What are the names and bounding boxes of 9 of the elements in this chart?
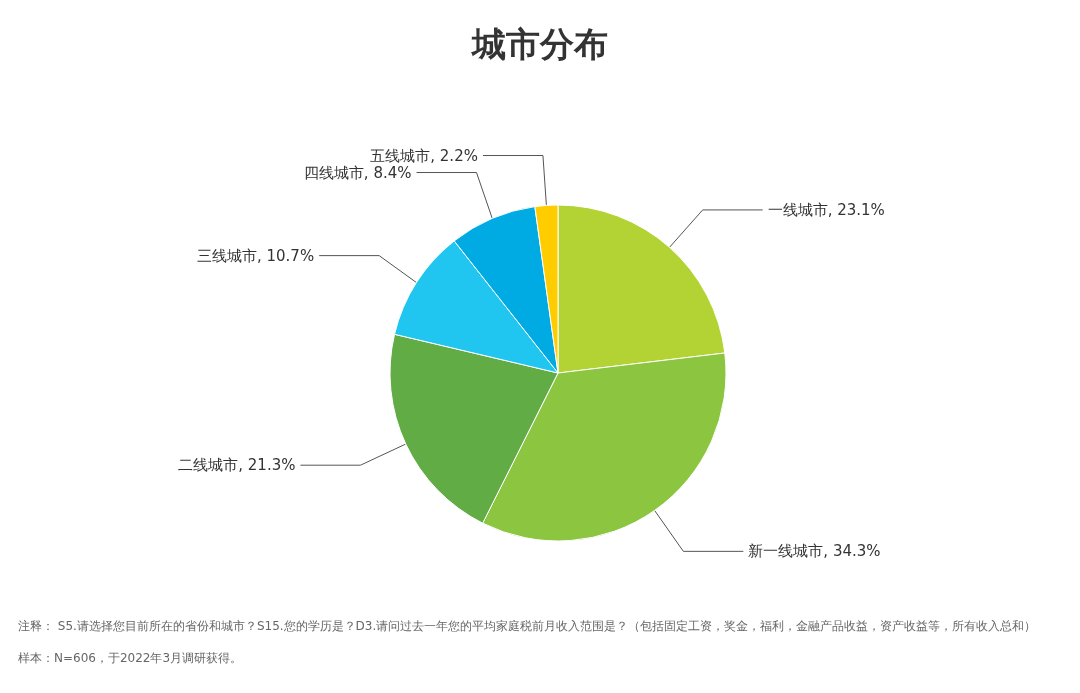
slice-label: 二线城市, 21.3% xyxy=(178,456,296,475)
slice-label: 一线城市, 23.1% xyxy=(767,200,885,219)
text: 注释： S5.请选择您目前所在的省份和城市？S15.您的学历是？D3.请问过去一年您的平均家庭税前月收入范围是？（包括固定工资，奖金，福利，金融产品收益，资产收益等，所有收入总和） xyxy=(18,619,1037,633)
text: 样本：N=606，于2022年3月调研获得。 xyxy=(18,651,243,665)
slice-label: 新一线城市, 34.3% xyxy=(748,542,881,561)
slice-label: 四线城市, 8.4% xyxy=(303,163,412,182)
chart-title: 城市分布 xyxy=(470,24,608,64)
slice-label: 五线城市, 2.2% xyxy=(370,146,478,165)
slice-label: 三线城市, 10.7% xyxy=(196,246,315,265)
